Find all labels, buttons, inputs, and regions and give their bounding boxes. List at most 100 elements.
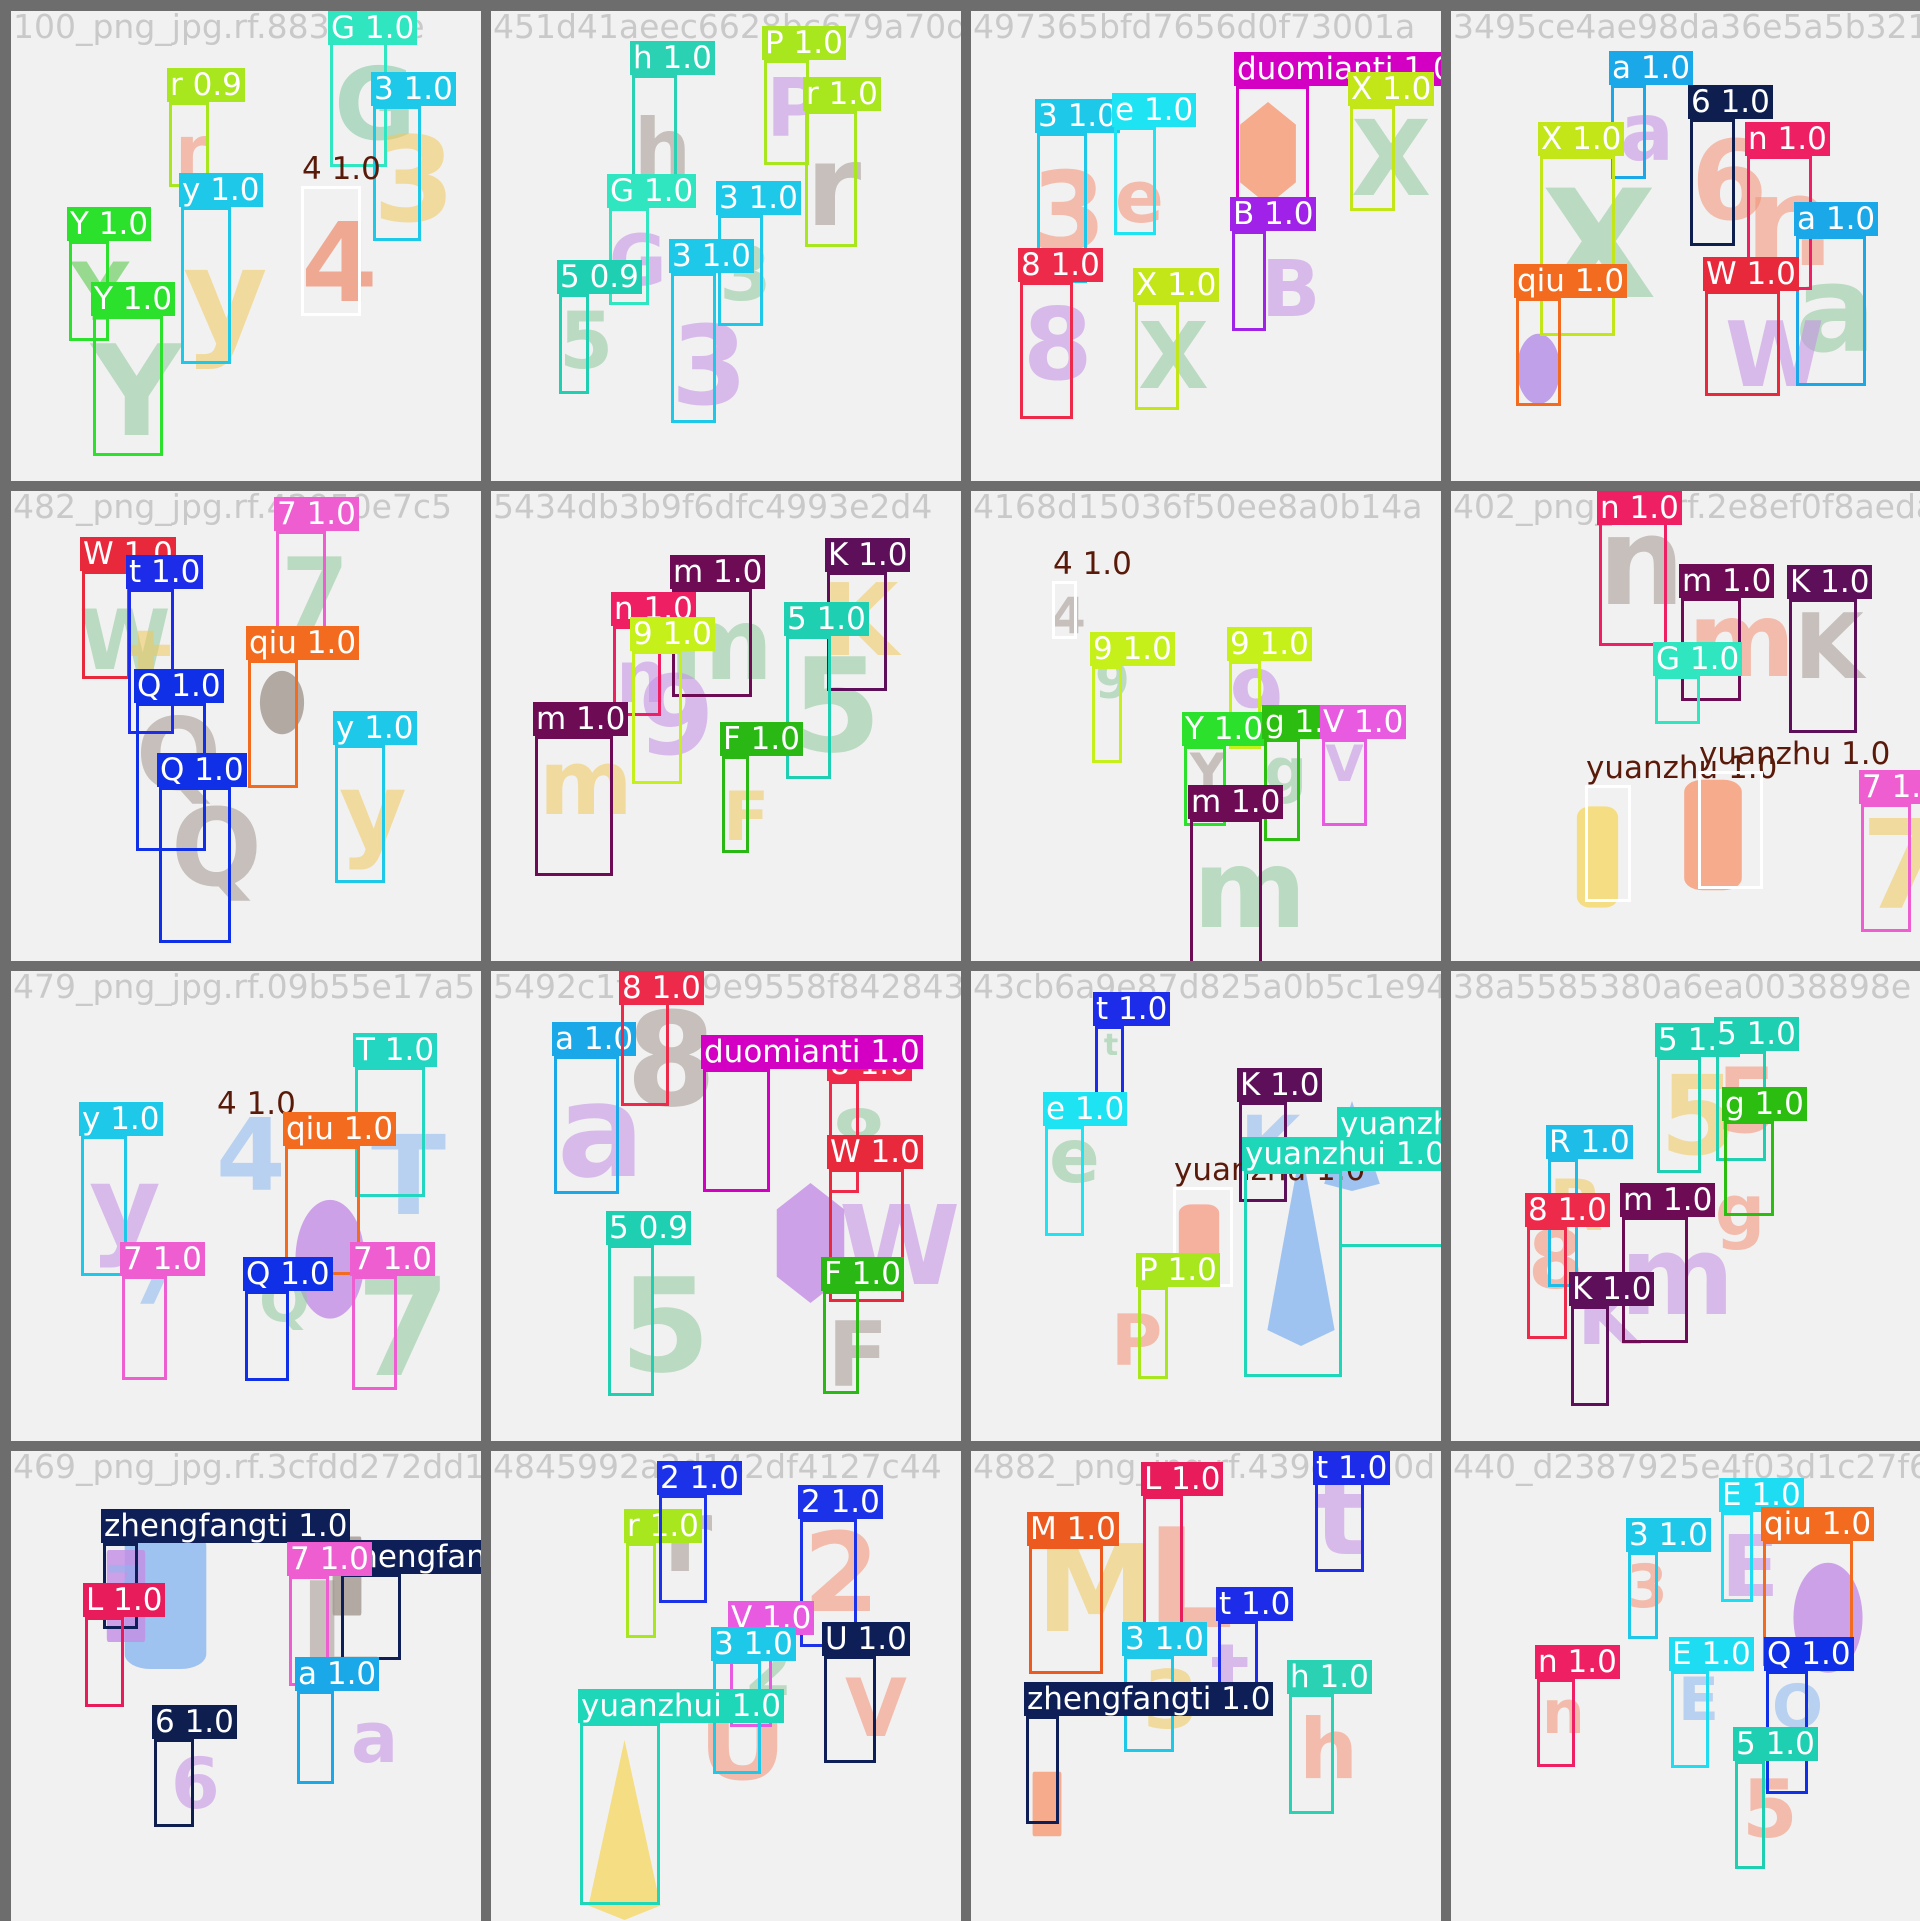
image-tile: 3 e X 8 B X 497365bfd7656d0f73001a duomianti 1.… bbox=[971, 11, 1441, 481]
detection-label: 7 1.0 bbox=[120, 1242, 205, 1276]
tile-filename: 482_png_jpg.rf.42950e7c5 bbox=[13, 491, 453, 526]
detection-label: r 1.0 bbox=[803, 77, 881, 111]
detection-label: 8 1.0 bbox=[619, 971, 704, 1005]
tile-filename: 5492c1fe8bf9e9558f842843 bbox=[493, 971, 961, 1006]
letter-object: a bbox=[351, 1697, 399, 1779]
detection-box bbox=[1571, 1306, 1609, 1406]
detection-box bbox=[1796, 236, 1866, 386]
detection-label: 5 1.0 bbox=[1733, 1727, 1818, 1761]
letter-object: a bbox=[1620, 86, 1674, 179]
detection-label: 7 1.0 bbox=[287, 1542, 372, 1576]
detection-box bbox=[1671, 1671, 1709, 1768]
detection-label: Y 1.0 bbox=[1182, 712, 1267, 746]
letter-object: 3 bbox=[1626, 1552, 1668, 1622]
detection-box bbox=[1026, 1716, 1059, 1824]
letter-object: 2 bbox=[803, 1509, 880, 1637]
detection-box bbox=[1289, 1694, 1334, 1814]
detection-box bbox=[1232, 231, 1266, 331]
image-tile: a88W5F5492c1fe8bf9e9558f842843a 1.08 1.0… bbox=[491, 971, 961, 1441]
detection-label: n 1.0 bbox=[1535, 1645, 1620, 1679]
detection-box bbox=[301, 186, 361, 316]
detection-box bbox=[1350, 106, 1395, 211]
letter-object: 4 bbox=[1051, 587, 1086, 645]
detection-label: e 1.0 bbox=[1043, 1092, 1128, 1126]
letter-object: 4 bbox=[301, 199, 378, 327]
detection-box bbox=[154, 1739, 194, 1827]
tile-filename: 479_png_jpg.rf.09b55e17a5 bbox=[13, 971, 476, 1006]
detection-label: yuanzhu 1.0 bbox=[1699, 736, 1891, 772]
shape-object bbox=[1237, 102, 1299, 205]
detection-box bbox=[1229, 661, 1261, 749]
detection-box bbox=[609, 208, 649, 305]
detection-label: L 1.0 bbox=[83, 1583, 166, 1617]
detection-label: Y 1.0 bbox=[67, 207, 152, 241]
detection-label: y 1.0 bbox=[179, 173, 263, 207]
tile-filename: 43cb6a9e87d825a0b5c1e943 bbox=[973, 971, 1441, 1006]
letter-object: r bbox=[806, 122, 862, 252]
detection-label: 6 1.0 bbox=[1688, 85, 1773, 119]
tile-filename: 402_png_jpg.rf.2e8ef0f8aedad bbox=[1453, 491, 1920, 526]
detection-label: a 1.0 bbox=[295, 1657, 380, 1691]
detection-box bbox=[1724, 1121, 1774, 1216]
detection-box bbox=[703, 1069, 770, 1192]
detection-label: h 1.0 bbox=[630, 41, 715, 75]
detection-label: 7 1.0 bbox=[274, 497, 359, 531]
detection-box bbox=[128, 589, 174, 734]
detection-box bbox=[335, 745, 385, 883]
shape-object bbox=[1266, 1146, 1336, 1346]
detection-label: h 1.0 bbox=[1287, 1660, 1372, 1694]
shape-object bbox=[1516, 325, 1561, 405]
detection-label: yuanzhui 1.0 bbox=[1337, 1107, 1441, 1141]
letter-object: e bbox=[1049, 1112, 1100, 1200]
detection-label: F 1.0 bbox=[720, 722, 803, 756]
detection-label: n 1.0 bbox=[1745, 122, 1830, 156]
tile-filename: 440_d2387925e4f03d1c27f6dd bbox=[1453, 1451, 1920, 1486]
shape-object bbox=[1032, 1769, 1062, 1839]
image-tile: 55Rgm8K38a5585380a6ea0038898e5 1.05 1.0R… bbox=[1451, 971, 1920, 1441]
detection-label: X 1.0 bbox=[1133, 268, 1220, 302]
detection-label: y 1.0 bbox=[333, 711, 417, 745]
detection-box bbox=[671, 273, 716, 423]
detection-box bbox=[786, 636, 831, 779]
detection-box bbox=[1537, 1679, 1575, 1767]
detection-label: yuanzhui 1.0 bbox=[1242, 1137, 1441, 1171]
letter-object: t bbox=[1103, 1028, 1119, 1063]
detection-label: qiu 1.0 bbox=[1761, 1507, 1875, 1541]
letter-object: h bbox=[1299, 1701, 1359, 1798]
letter-object: B bbox=[1261, 245, 1321, 335]
detection-label: m 1.0 bbox=[1620, 1183, 1716, 1217]
detection-box bbox=[122, 1276, 167, 1380]
image-tile: n m K 7 402_png_jpg.rf.2e8ef0f8aedad n 1.0 m 1… bbox=[1451, 491, 1920, 961]
letter-object: n bbox=[1542, 1678, 1585, 1748]
detection-label: m 1.0 bbox=[1188, 785, 1284, 819]
detection-box bbox=[722, 756, 749, 853]
detection-box bbox=[1020, 282, 1073, 419]
detection-box bbox=[1690, 119, 1735, 246]
detection-label: K 1.0 bbox=[1237, 1068, 1323, 1102]
detection-label: e 1.0 bbox=[1112, 93, 1197, 127]
detection-label: T 1.0 bbox=[353, 1033, 438, 1067]
letter-object: 6 bbox=[171, 1743, 220, 1825]
detection-label: 5 1.0 bbox=[1714, 1017, 1799, 1051]
detection-label: 3 1.0 bbox=[1626, 1518, 1711, 1552]
detection-box bbox=[559, 294, 589, 394]
detection-box bbox=[1527, 1227, 1567, 1339]
detection-label: zhengfangti 1.0 bbox=[1024, 1682, 1274, 1716]
detection-label: V 1.0 bbox=[1320, 705, 1407, 739]
tile-filename: 4168d15036f50ee8a0b14a bbox=[973, 491, 1423, 526]
detection-box bbox=[1322, 739, 1367, 826]
detection-label: 7 1.0 bbox=[350, 1242, 435, 1276]
detection-label: 6 1.0 bbox=[152, 1705, 237, 1739]
detection-label: Q 1.0 bbox=[243, 1257, 333, 1291]
detection-label: Y 1.0 bbox=[91, 282, 176, 316]
detection-box bbox=[824, 1656, 876, 1763]
detection-label: t 1.0 bbox=[1313, 1451, 1391, 1485]
detection-box bbox=[1585, 785, 1631, 902]
tile-filename: 469_png_jpg.rf.3cfdd272dd1 bbox=[13, 1451, 481, 1486]
detection-label: W 1.0 bbox=[827, 1135, 923, 1169]
detection-box bbox=[829, 1169, 904, 1302]
detection-box bbox=[1029, 1546, 1103, 1674]
